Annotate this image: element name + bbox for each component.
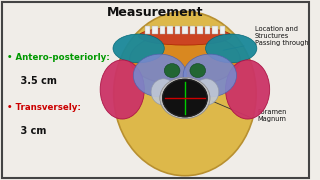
Text: • Antero-posteriorly:: • Antero-posteriorly: [7,53,110,62]
Text: 3 cm: 3 cm [7,126,46,136]
Bar [182,26,188,34]
Ellipse shape [133,54,187,97]
Text: 3.5 cm: 3.5 cm [7,76,57,86]
Ellipse shape [226,60,270,119]
Ellipse shape [163,79,207,117]
Ellipse shape [139,27,231,45]
Bar [197,26,203,34]
Bar [212,26,218,34]
Ellipse shape [130,32,240,86]
Bar [190,26,195,34]
Ellipse shape [205,34,257,63]
Bar [220,26,225,34]
Text: Foramen
Magnum: Foramen Magnum [258,109,287,122]
Bar [167,26,172,34]
Ellipse shape [113,34,164,63]
Ellipse shape [190,64,205,78]
Bar [160,26,165,34]
Text: • Transversely:: • Transversely: [7,103,81,112]
Text: Measurement: Measurement [107,6,204,19]
Ellipse shape [163,79,207,117]
Ellipse shape [160,77,210,119]
Text: Location and
Structures
Passing through: Location and Structures Passing through [255,26,308,46]
Ellipse shape [114,11,256,176]
Bar [145,26,150,34]
Ellipse shape [183,54,236,97]
Ellipse shape [100,60,144,119]
Bar [152,26,158,34]
Bar [175,26,180,34]
Bar [205,26,210,34]
Ellipse shape [194,79,219,105]
Ellipse shape [164,64,180,78]
Ellipse shape [151,79,176,105]
